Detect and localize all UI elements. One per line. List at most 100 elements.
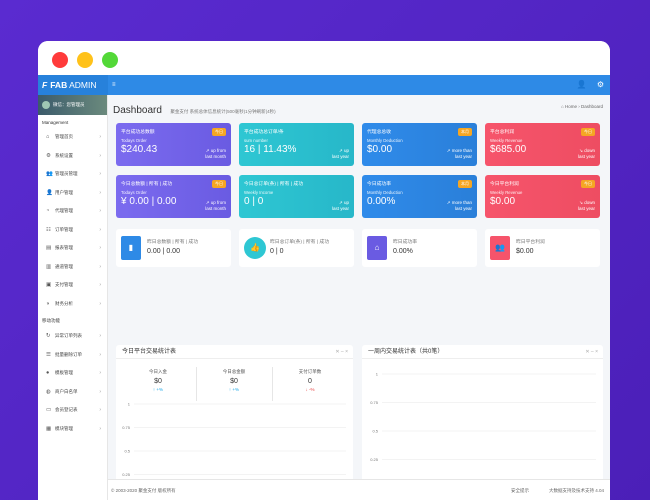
kpi-value: $0 [230, 378, 238, 385]
sidebar-item[interactable]: ⌂ 管理首页 › [38, 128, 107, 147]
metric-card-value: $0.00 [490, 196, 516, 207]
brand-name-rest: ADMIN [67, 80, 97, 90]
kpi-item: 今日总金额 $0 ↑ +% [199, 369, 269, 392]
sidebar-item[interactable]: ◍ 商户白名单 › [38, 383, 107, 402]
stat-value: 0 | 0 [270, 248, 284, 255]
metric-card-trend: ↗ more than last year [447, 148, 472, 160]
close-window-button[interactable] [52, 52, 68, 68]
chevron-right-icon: › [99, 134, 101, 140]
period-badge: 今日 [581, 128, 595, 136]
weekly-trade-panel-title: 一周内交易统计表（共0笔） [368, 349, 444, 355]
kpi-trend: ↑ +% [228, 387, 240, 392]
trend-line-1: ↘ down [579, 200, 595, 205]
footer-copyright: © 2003-2020 聚金支付 版权所有 [111, 488, 176, 493]
basket-icon: ⌂ [367, 236, 387, 260]
kpi-item: 支付订单数 0 ↓ -% [275, 369, 345, 392]
metric-card: 代理总总收 本月 Monthly Deduction $0.00 ↗ more than… [362, 123, 477, 166]
metric-card-value: 0 | 0 [244, 196, 264, 207]
brand-logo[interactable]: F FAB ADMIN [38, 75, 108, 95]
sidebar-item[interactable]: 👥 管理员管理 › [38, 165, 107, 184]
metric-card-subtitle: Monthly Deduction [367, 138, 403, 143]
sidebar-item-label: 管理员管理 [55, 171, 78, 176]
sidebar-user-panel[interactable]: 微信：您管理员 [38, 95, 107, 115]
trend-line-2: last month [205, 154, 226, 159]
metric-card-title: 平台总利润 [490, 130, 514, 135]
page-header: Dashboard 聚金支付 系统总体信息统计(500毫秒)1分钟刷新(4秒) … [113, 100, 605, 116]
today-trade-panel-title: 今日平台交易统计表 [122, 349, 177, 355]
metric-card-trend: ↗ up from last month [205, 200, 226, 212]
minimize-window-button[interactable] [77, 52, 93, 68]
browser-window: F FAB ADMIN ≡ 👤 ⚙ 微信：您管理员 Management ⌂ 管理首… [38, 41, 610, 500]
sidebar-item[interactable]: ▥ 通道管理 › [38, 258, 107, 277]
sidebar-item[interactable]: ↻ 异常订单列表 › [38, 327, 107, 346]
metric-card: 今日成功率 本月 Monthly Deduction 0.00% ↗ more than… [362, 175, 477, 218]
metric-card-title: 平台成功总订单/条 [244, 130, 284, 135]
panel-controls[interactable]: ✕ – × [585, 349, 598, 355]
sidebar-item[interactable]: ▦ 模块管理 › [38, 420, 107, 439]
chevron-right-icon: › [99, 300, 101, 307]
metric-card-title: 今日平台利润 [490, 182, 519, 187]
metric-card-subtitle: Weekly Revenue [490, 190, 523, 195]
metric-card-trend: ↗ up last year [332, 148, 349, 160]
y-tick-label: 0.25 [122, 472, 131, 477]
sidebar-item[interactable]: ⚙ 系统设置 › [38, 147, 107, 166]
y-tick-label: 1 [128, 402, 131, 407]
sidebar-item-label: 报表管理 [55, 245, 73, 250]
sidebar-item-label: 商户白名单 [55, 388, 78, 394]
metric-card-trend: ↘ down last year [578, 148, 595, 160]
chevron-right-icon: › [99, 152, 101, 159]
sidebar-user-label: 微信：您管理员 [53, 102, 85, 107]
gear-icon[interactable]: ⚙ [596, 80, 604, 89]
trend-line-1: ↘ down [579, 148, 595, 153]
y-tick-label: 0.25 [370, 457, 379, 462]
metric-card: 平台成功总订单/条 sum number 16 | 11.43% ↗ up last y… [239, 123, 354, 166]
sidebar-menu-mobile: ↻ 异常订单列表 › ☰ 批量删除订单 › ● 模板管理 › ◍ 商户白名单 › ▭ 会员登记表 › ▦ 模块管… [38, 327, 107, 438]
agent-icon: ◔ [46, 208, 50, 214]
thumbs-up-icon: 👍 [244, 237, 266, 259]
sidebar-menu-management: ⌂ 管理首页 › ⚙ 系统设置 › 👥 管理员管理 › 👤 用户管理 › ◔ 代理管理 › ☷ 订单管理 › ▤ 报表… [38, 128, 107, 313]
weekly-trade-panel-header: 一周内交易统计表（共0笔） ✕ – × [362, 345, 603, 359]
brand-logo-icon: F [42, 80, 48, 90]
panel-controls[interactable]: ✕ – × [335, 349, 348, 355]
sidebar-item[interactable]: ◔ 代理管理 › [38, 202, 107, 221]
top-right-icons: 👤 ⚙ [569, 75, 604, 95]
sidebar-item[interactable]: ☰ 批量删除订单 › [38, 346, 107, 365]
yesterday-stat-box: ⌂ 昨日成功率 0.00% [362, 229, 477, 267]
user-icon[interactable]: 👤 [576, 80, 587, 89]
kpi-item: 今日入金 $0 ↑ +% [123, 369, 193, 392]
sidebar-item[interactable]: 👤 用户管理 › [38, 184, 107, 203]
trend-line-1: ↗ up from [205, 148, 226, 153]
footer: © 2003-2020 聚金支付 版权所有 安全提示 大数据支持及技术支持 4.… [108, 479, 610, 500]
sidebar-item[interactable]: ▭ 会员登记表 › [38, 401, 107, 420]
sidebar-item[interactable]: ◑ 财务分析 › [38, 295, 107, 314]
users-icon: 👥 [490, 236, 510, 260]
maximize-window-button[interactable] [102, 52, 118, 68]
yesterday-stat-box: 👥 昨日平台利润 $0.00 [485, 229, 600, 267]
metric-card-value: 16 | 11.43% [244, 144, 297, 155]
footer-support: 大数据支持及技术支持 4.04 [548, 488, 604, 493]
breadcrumb[interactable]: ⌂ Home › Dashboard [561, 104, 603, 109]
page-title: Dashboard [113, 105, 162, 116]
metric-card-subtitle: Weekly Income [244, 190, 274, 195]
admin-app: F FAB ADMIN ≡ 👤 ⚙ 微信：您管理员 Management ⌂ 管理首… [38, 75, 610, 500]
footer-security-link[interactable]: 安全提示 [511, 488, 529, 493]
chevron-right-icon: › [99, 245, 101, 251]
y-tick-label: 0.5 [124, 449, 130, 454]
trend-line-2: last month [205, 206, 226, 211]
metric-card-trend: ↗ up from last month [205, 148, 226, 160]
sidebar-item[interactable]: ☷ 订单管理 › [38, 221, 107, 240]
metric-card: 今日总订单(条) | 所有 | 成功 Weekly Income 0 | 0 ↗ up… [239, 175, 354, 218]
chevron-right-icon: › [99, 388, 101, 395]
sidebar-item[interactable]: ▤ 报表管理 › [38, 239, 107, 258]
gear-icon: ⚙ [46, 152, 51, 159]
menu-toggle-icon[interactable]: ≡ [112, 82, 116, 88]
chevron-right-icon: › [99, 171, 101, 177]
sidebar-item-label: 管理首页 [55, 134, 73, 139]
list-icon: ☰ [46, 351, 51, 358]
sidebar-item[interactable]: ● 模板管理 › [38, 364, 107, 383]
metric-card-trend: ↗ more than last year [447, 200, 472, 212]
sidebar-item-label: 系统设置 [55, 152, 73, 158]
yesterday-stat-box: ▮ 昨日总数额 | 所有 | 成功 0.00 | 0.00 [116, 229, 231, 267]
sidebar-item[interactable]: ▣ 支付管理 › [38, 276, 107, 295]
trend-line-1: ↗ more than [446, 148, 472, 153]
